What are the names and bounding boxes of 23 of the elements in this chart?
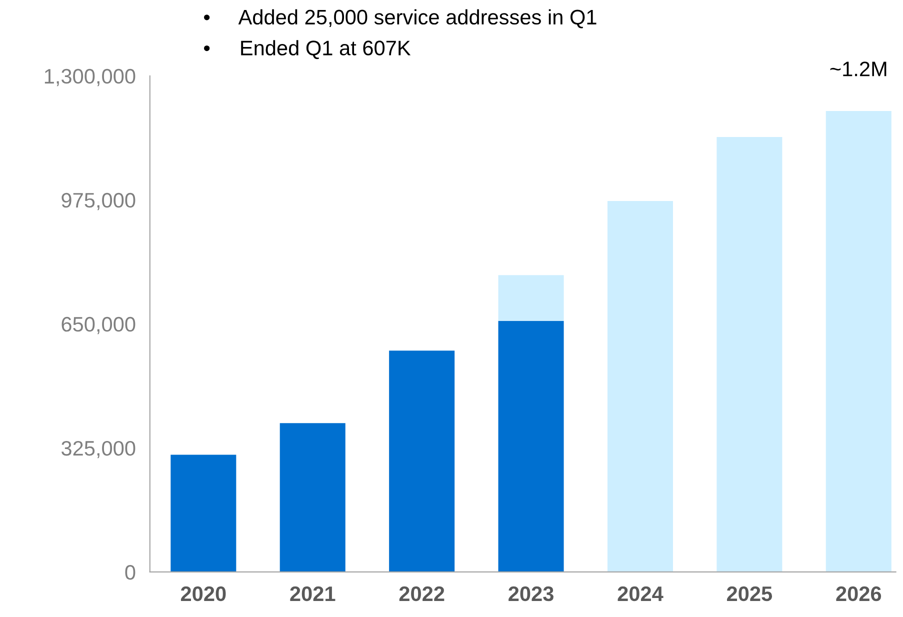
bar xyxy=(389,350,455,572)
x-tick-label: 2024 xyxy=(618,586,664,602)
bar xyxy=(280,423,346,572)
annotation: ~1.2M xyxy=(830,62,886,76)
x-tick-label: 2022 xyxy=(399,586,444,602)
y-tick-label: 975,000 xyxy=(62,192,136,210)
x-tick-label: 2026 xyxy=(836,586,882,602)
x-tick-label: 2020 xyxy=(180,586,226,602)
bar xyxy=(826,110,892,572)
y-tick-label: 650,000 xyxy=(62,316,136,334)
bar xyxy=(716,136,782,572)
x-tick-label: 2025 xyxy=(726,586,772,602)
bar xyxy=(170,454,236,572)
y-tick-label: 0 xyxy=(125,564,136,580)
text: • Ended Q1 at 607K xyxy=(204,40,411,60)
y-tick-label: 1,300,000 xyxy=(44,68,136,86)
bar xyxy=(607,201,673,572)
bar xyxy=(498,275,564,321)
bar xyxy=(498,320,564,572)
y-tick-label: 325,000 xyxy=(62,440,136,458)
text: • Added 25,000 service addresses in Q1 xyxy=(204,9,596,28)
x-tick-label: 2023 xyxy=(508,586,554,602)
x-tick-label: 2021 xyxy=(290,586,336,602)
